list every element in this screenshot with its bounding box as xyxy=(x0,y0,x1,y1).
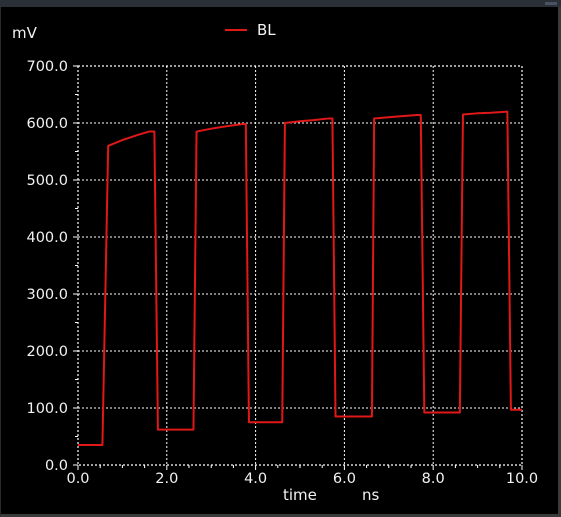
series-group xyxy=(78,110,522,447)
window-top-bar xyxy=(0,0,561,7)
x-tick-label: 10.0 xyxy=(506,471,538,487)
y-unit-label: mV xyxy=(12,24,38,42)
x-unit-label: ns xyxy=(362,486,380,504)
y-tick-label: 700.0 xyxy=(26,59,68,75)
x-tick-label: 0.0 xyxy=(66,471,89,487)
x-tick-label: 8.0 xyxy=(422,471,445,487)
plot-border xyxy=(77,65,523,466)
tick-labels: 0.0 2.0 4.0 6.0 8.0 10.0 0.0 100.0 200.0 300.0 400… xyxy=(26,59,538,487)
series-line-bl xyxy=(78,110,522,447)
y-tick-label: 600.0 xyxy=(26,116,68,132)
window-corner-mark xyxy=(545,2,557,5)
x-tick-label: 4.0 xyxy=(244,471,267,487)
x-tick-label: 2.0 xyxy=(155,471,178,487)
grid xyxy=(78,66,522,465)
y-tick-label: 100.0 xyxy=(26,401,68,417)
x-tick-label: 6.0 xyxy=(333,471,356,487)
y-tick-label: 500.0 xyxy=(26,173,68,189)
y-tick-label: 400.0 xyxy=(26,230,68,246)
legend-label-bl: BL xyxy=(257,21,276,39)
y-tick-label: 300.0 xyxy=(26,287,68,303)
legend: BL xyxy=(225,21,276,39)
y-tick-label: 200.0 xyxy=(26,344,68,360)
y-tick-label: 0.0 xyxy=(45,458,68,474)
x-axis-label: time xyxy=(283,486,317,504)
